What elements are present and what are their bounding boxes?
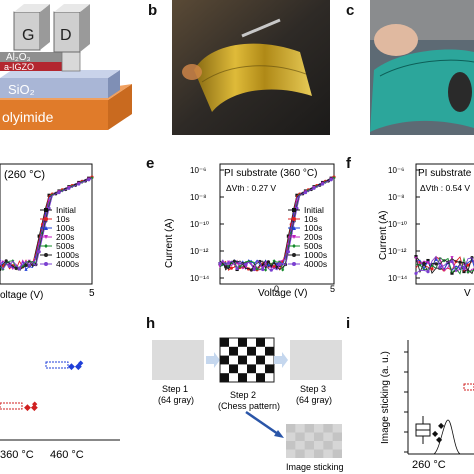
ytick-label: 10⁻¹⁰: [388, 220, 407, 229]
arrow-2: [274, 352, 288, 368]
gate-label: G: [22, 27, 34, 44]
panel-e-xtick-5: 5: [330, 284, 335, 294]
panel-g-chart: ◆◆ ◆ ◆◆ ◆ 360 °C 460 °C: [0, 316, 128, 474]
igzo-label: a-IGZO: [4, 62, 34, 72]
panel-f-condition: PI substrate: [418, 168, 472, 179]
panel-letter-h: h: [146, 315, 155, 332]
step2-chess-screen: [220, 338, 274, 382]
ytick-label: 10⁻⁶: [388, 166, 404, 175]
panel-e-ylabel: Current (A): [164, 219, 175, 268]
panel-g-xtick-460: 460 °C: [50, 449, 84, 461]
panel-c-photo: [370, 0, 474, 135]
gate-electrode-side: [40, 4, 50, 50]
polyimide-label: olyimide: [2, 109, 54, 125]
step2-sub: (Chess pattern): [218, 401, 280, 411]
ytick-label: 10⁻¹⁰: [190, 220, 209, 229]
drain-label: D: [60, 27, 72, 44]
result-label: Image sticking: [286, 462, 344, 472]
panel-i-red-box: [464, 384, 474, 390]
step2-label: Step 2: [230, 390, 256, 400]
panel-h-diagram: Step 1 (64 gray) Step 2 (Chess pattern) …: [150, 336, 346, 474]
panel-i-xtick: 260 °C: [412, 459, 446, 471]
series-1000s: [416, 179, 474, 275]
panel-g-group-360: ◆◆ ◆: [0, 401, 38, 412]
sio2-label: SiO₂: [8, 82, 35, 97]
panel-e-delta-vth: ΔVth : 0.27 V: [226, 183, 276, 193]
finger-glow: [182, 64, 202, 80]
result-screen: [286, 424, 342, 458]
panel-g-group-460: ◆◆ ◆: [46, 360, 84, 371]
panel-letter-c: c: [346, 2, 354, 19]
ytick-label: 10⁻⁸: [190, 193, 207, 202]
panel-d-chart: (260 °C) oltage (V) 5 Initial10s100s200s…: [0, 150, 110, 300]
svg-text:◆: ◆: [438, 421, 445, 430]
svg-text:◆: ◆: [32, 401, 38, 408]
panel-d-xtick-5: 5: [89, 288, 95, 299]
svg-text:◆: ◆: [436, 435, 443, 444]
device-edge: [448, 72, 472, 112]
ytick-label: 10⁻⁸: [388, 193, 405, 202]
panel-f-delta-vth: ΔVth : 0.54 V: [420, 183, 470, 193]
drain-electrode-side: [80, 4, 90, 52]
panel-d-condition: (260 °C): [4, 169, 45, 181]
panel-b-photo: [172, 0, 330, 135]
ytick-label: 10⁻¹⁴: [388, 274, 408, 283]
legend-entry: 4000s: [56, 259, 79, 269]
svg-text:◆: ◆: [78, 360, 84, 367]
panel-f-chart: Current (A) 10⁻⁶ 10⁻⁸ 10⁻¹⁰ 10⁻¹² 10⁻¹⁴ PI s…: [360, 150, 474, 300]
step1-screen: [152, 340, 204, 380]
panel-letter-f: f: [346, 155, 351, 172]
ytick-label: 10⁻¹⁴: [190, 274, 210, 283]
panel-i-yticks: [404, 352, 408, 452]
step3-label: Step 3: [300, 384, 326, 394]
arrow-1: [206, 352, 220, 368]
panel-e-condition: PI substrate (360 °C): [224, 168, 317, 179]
step3-sub: (64 gray): [296, 395, 332, 405]
step3-screen: [290, 340, 342, 380]
panel-g-xtick-360: 360 °C: [0, 449, 34, 461]
ytick-label: 10⁻¹²: [388, 247, 407, 256]
step1-sub: (64 gray): [158, 395, 194, 405]
panel-e-xtick-0: 0: [274, 284, 279, 294]
panel-a-device-schematic: G D Al₂O₃ a-IGZO SiO₂ olyimide: [0, 0, 140, 140]
panel-d-xlabel: oltage (V): [0, 290, 43, 300]
ytick-label: 10⁻¹²: [190, 247, 209, 256]
panel-e-xlabel: Voltage (V): [258, 288, 307, 299]
drain-contact-foot: [62, 52, 80, 71]
ytick-label: 10⁻⁶: [190, 166, 206, 175]
panel-i-ylabel: Image sticking (a. u.): [380, 351, 391, 444]
panel-letter-b: b: [148, 2, 157, 19]
panel-e-chart: Current (A) 10⁻⁶ 10⁻⁸ 10⁻¹⁰ 10⁻¹² 10⁻¹⁴ PI s…: [142, 150, 342, 300]
panel-f-xlabel: V: [464, 288, 471, 299]
panel-letter-i: i: [346, 315, 350, 332]
panel-i-chart: Image sticking (a. u.) ◆ ◆ ◆ 260 °C: [368, 332, 474, 474]
step1-label: Step 1: [162, 384, 188, 394]
hand: [374, 24, 418, 56]
legend-entry: 4000s: [304, 259, 327, 269]
arrow-3: [246, 412, 278, 434]
panel-f-yticks: 10⁻⁶ 10⁻⁸ 10⁻¹⁰ 10⁻¹² 10⁻¹⁴: [388, 166, 420, 283]
